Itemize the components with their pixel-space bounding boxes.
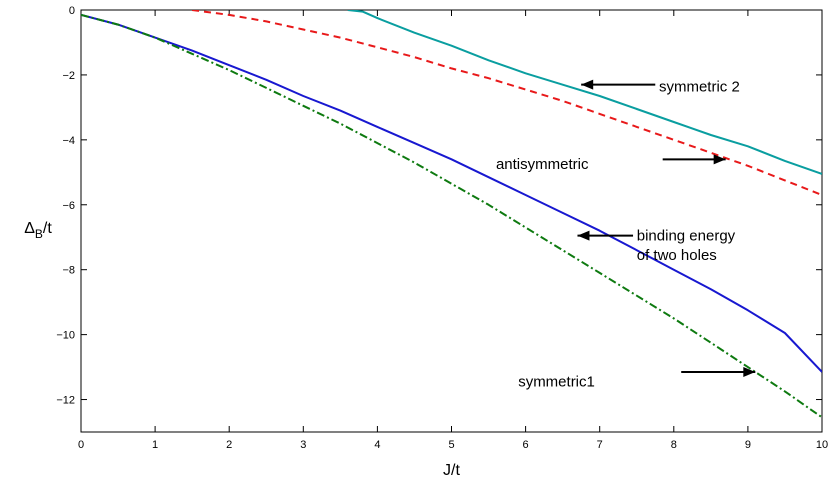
x-tick-label: 7 (597, 439, 603, 451)
x-tick-label: 3 (300, 439, 306, 451)
annotation-arrow-head (743, 366, 756, 377)
axes: 0 1 2 3 4 5 6 7 8 9 10 0 −2 −4 −6 −8 −10 −12 (56, 5, 828, 451)
x-tick-label: 6 (523, 439, 529, 451)
x-tick-label: 0 (78, 439, 84, 451)
y-tick-label: −8 (62, 265, 75, 277)
x-tick-label: 2 (226, 439, 232, 451)
x-tick-label: 10 (816, 439, 828, 451)
y-axis-label: ΔB/t (24, 220, 52, 241)
annotation-arrow-head (581, 79, 594, 90)
x-tick-label: 8 (671, 439, 677, 451)
y-tick-label: −4 (62, 135, 75, 147)
x-tick-label: 1 (152, 439, 158, 451)
x-axis-label: J/t (443, 462, 460, 479)
series-lines (81, 10, 822, 419)
x-tick-label: 9 (745, 439, 751, 451)
annotation-label-1: symmetric 2 (659, 78, 740, 95)
x-tick-label: 4 (374, 439, 380, 451)
y-tick-label: 0 (69, 5, 75, 17)
annotation-label-4: of two holes (637, 247, 717, 264)
series-line-4 (81, 13, 822, 419)
series-line-3 (81, 13, 822, 373)
plot-frame (80, 9, 823, 433)
y-axis-label-sub: B (35, 227, 43, 241)
annotation-arrow-head (713, 154, 726, 165)
annotation-label-5: symmetric1 (518, 374, 595, 391)
y-tick-label: −6 (62, 200, 75, 212)
y-tick-label: −2 (62, 70, 75, 82)
series-line-1 (347, 10, 822, 175)
annotation-arrow-head (577, 230, 590, 241)
y-axis-label-main: Δ (24, 220, 35, 237)
series-line-2 (191, 10, 822, 196)
annotation-label-3: binding energy (637, 228, 736, 245)
y-axis-label-tail: /t (43, 220, 52, 237)
annotation-label-2: antisymmetric (496, 156, 589, 173)
y-tick-label: −10 (56, 330, 75, 342)
y-tick-label: −12 (56, 395, 75, 407)
x-tick-label: 5 (448, 439, 454, 451)
annotations: symmetric 2 antisymmetric binding energy of… (496, 78, 756, 391)
